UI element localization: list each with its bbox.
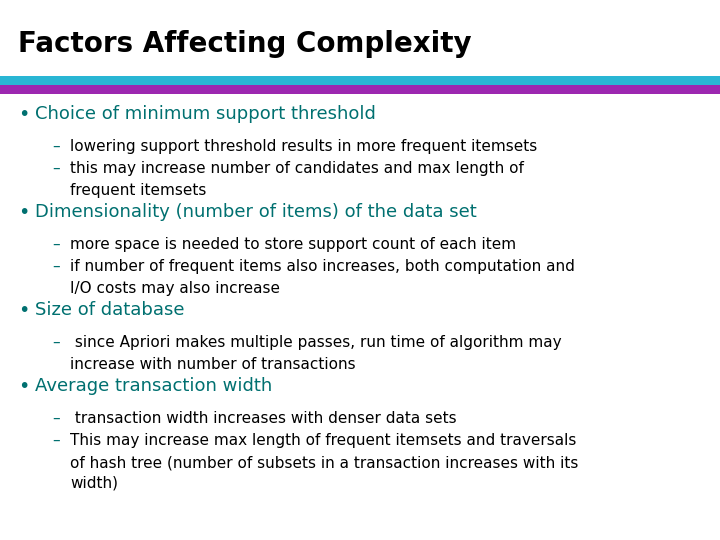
Text: •: • xyxy=(18,301,30,320)
Text: •: • xyxy=(18,105,30,124)
Text: –: – xyxy=(52,139,60,154)
Text: since Apriori makes multiple passes, run time of algorithm may: since Apriori makes multiple passes, run… xyxy=(70,335,562,350)
Text: width): width) xyxy=(70,475,118,490)
Bar xyxy=(0,76,720,85)
Text: if number of frequent items also increases, both computation and: if number of frequent items also increas… xyxy=(70,259,575,274)
Text: Average transaction width: Average transaction width xyxy=(35,377,272,395)
Text: lowering support threshold results in more frequent itemsets: lowering support threshold results in mo… xyxy=(70,139,537,154)
Text: frequent itemsets: frequent itemsets xyxy=(70,183,207,198)
Text: –: – xyxy=(52,237,60,252)
Text: more space is needed to store support count of each item: more space is needed to store support co… xyxy=(70,237,516,252)
Text: This may increase max length of frequent itemsets and traversals: This may increase max length of frequent… xyxy=(70,433,577,448)
Text: Dimensionality (number of items) of the data set: Dimensionality (number of items) of the … xyxy=(35,203,477,221)
Text: Factors Affecting Complexity: Factors Affecting Complexity xyxy=(18,30,472,58)
Text: –: – xyxy=(52,411,60,426)
Bar xyxy=(0,85,720,94)
Text: increase with number of transactions: increase with number of transactions xyxy=(70,357,356,372)
Text: –: – xyxy=(52,335,60,350)
Text: transaction width increases with denser data sets: transaction width increases with denser … xyxy=(70,411,456,426)
Text: Size of database: Size of database xyxy=(35,301,184,319)
Text: –: – xyxy=(52,433,60,448)
Text: –: – xyxy=(52,259,60,274)
Text: –: – xyxy=(52,161,60,176)
Text: I/O costs may also increase: I/O costs may also increase xyxy=(70,281,280,296)
Text: •: • xyxy=(18,377,30,396)
Text: this may increase number of candidates and max length of: this may increase number of candidates a… xyxy=(70,161,524,176)
Text: Choice of minimum support threshold: Choice of minimum support threshold xyxy=(35,105,376,123)
Text: •: • xyxy=(18,203,30,222)
Text: of hash tree (number of subsets in a transaction increases with its: of hash tree (number of subsets in a tra… xyxy=(70,455,578,470)
